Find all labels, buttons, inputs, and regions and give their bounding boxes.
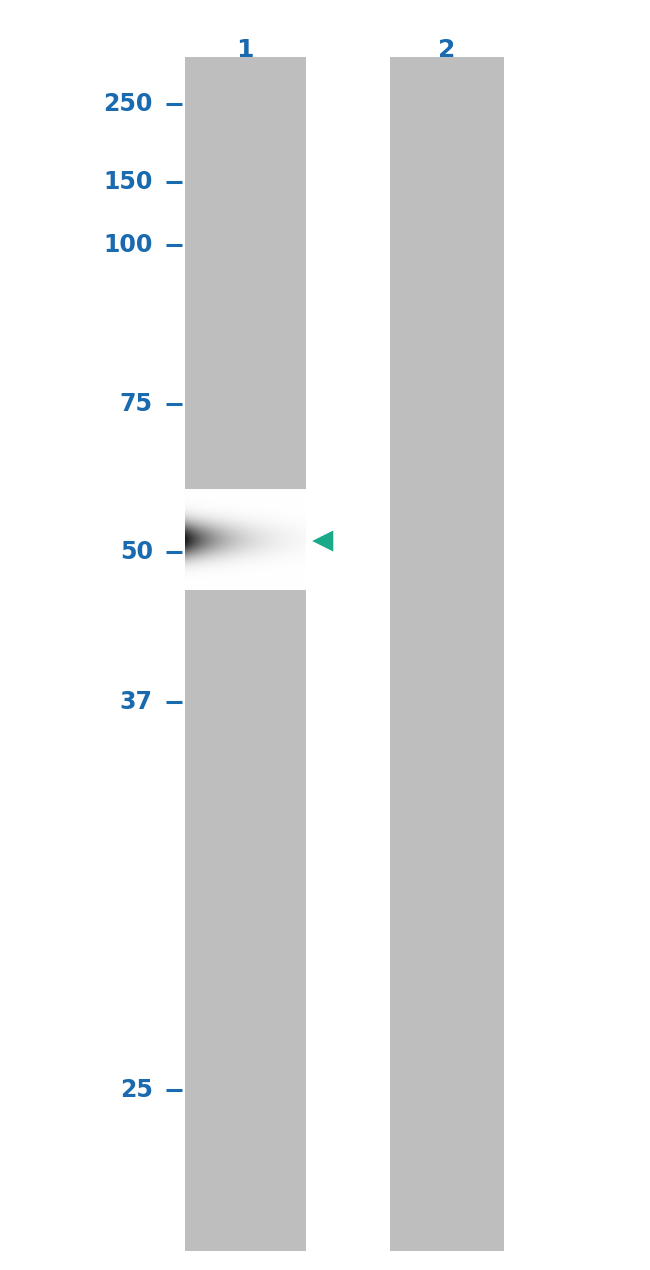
Text: 2: 2 [438, 38, 455, 62]
Bar [185, 57, 306, 1251]
Bar [390, 57, 504, 1251]
Text: 100: 100 [103, 234, 153, 257]
Text: 37: 37 [120, 691, 153, 714]
Text: 75: 75 [120, 392, 153, 415]
Text: 25: 25 [120, 1078, 153, 1101]
Text: 50: 50 [120, 541, 153, 564]
Text: 150: 150 [103, 170, 153, 193]
Text: 1: 1 [237, 38, 254, 62]
Text: 250: 250 [103, 93, 153, 116]
